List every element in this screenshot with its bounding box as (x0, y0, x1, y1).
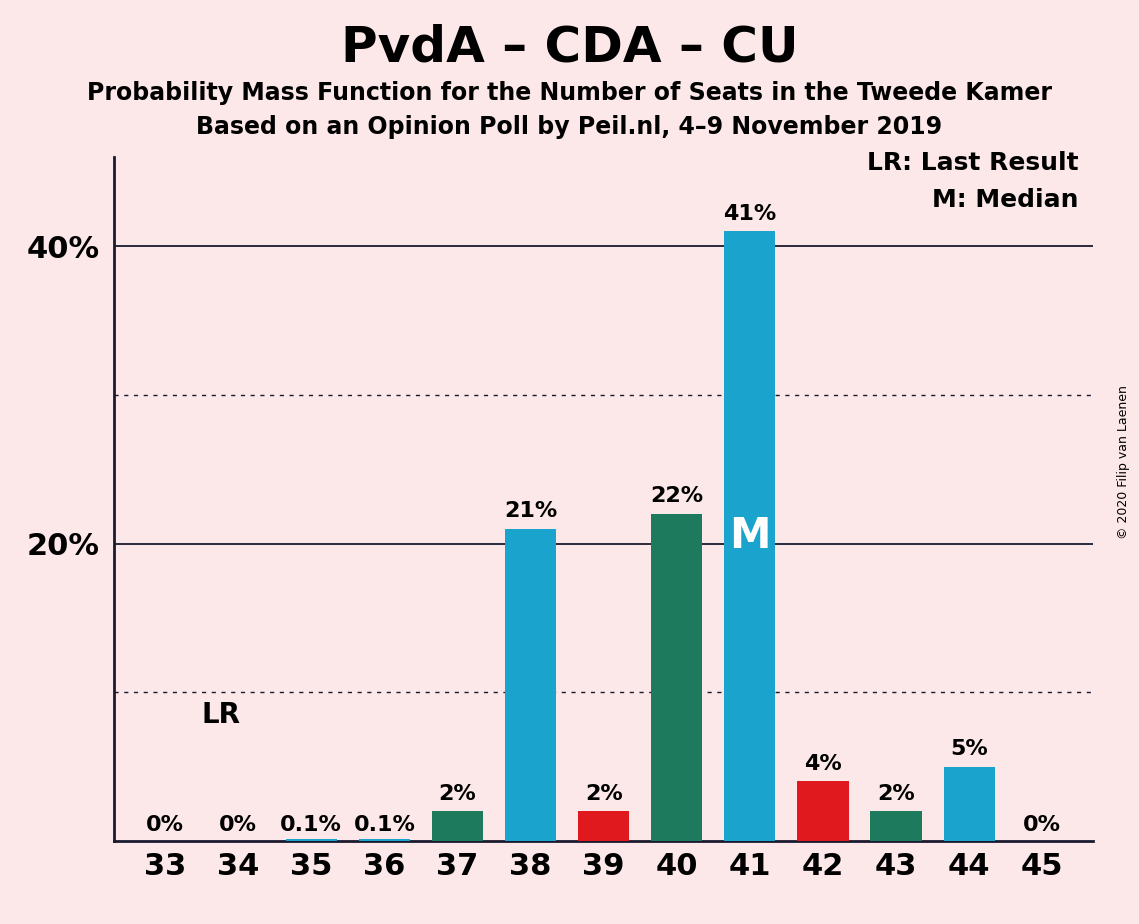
Bar (724, 231, 776, 841)
Text: 2%: 2% (877, 784, 915, 804)
Text: 0.1%: 0.1% (353, 815, 416, 835)
Text: 41%: 41% (723, 204, 777, 224)
Text: M: Median: M: Median (933, 188, 1079, 213)
Text: 0%: 0% (219, 815, 257, 835)
Text: 2%: 2% (584, 784, 623, 804)
Bar (286, 839, 337, 841)
Text: 0%: 0% (146, 815, 185, 835)
Text: © 2020 Filip van Laenen: © 2020 Filip van Laenen (1117, 385, 1130, 539)
Text: 22%: 22% (650, 486, 703, 506)
Text: 21%: 21% (503, 501, 557, 521)
Text: 4%: 4% (804, 754, 842, 774)
Text: LR: Last Result: LR: Last Result (867, 151, 1079, 175)
Bar (652, 514, 703, 841)
Text: Based on an Opinion Poll by Peil.nl, 4–9 November 2019: Based on an Opinion Poll by Peil.nl, 4–9… (196, 115, 943, 139)
Text: 0.1%: 0.1% (280, 815, 342, 835)
Bar (943, 767, 994, 841)
Bar (359, 839, 410, 841)
Text: M: M (729, 515, 771, 557)
Text: 0%: 0% (1023, 815, 1062, 835)
Bar (797, 782, 849, 841)
Bar (432, 811, 483, 841)
Text: 2%: 2% (439, 784, 476, 804)
Bar (870, 811, 921, 841)
Text: LR: LR (202, 701, 240, 729)
Text: 5%: 5% (950, 739, 988, 760)
Text: PvdA – CDA – CU: PvdA – CDA – CU (341, 23, 798, 71)
Bar (579, 811, 629, 841)
Text: Probability Mass Function for the Number of Seats in the Tweede Kamer: Probability Mass Function for the Number… (87, 81, 1052, 105)
Bar (505, 529, 556, 841)
